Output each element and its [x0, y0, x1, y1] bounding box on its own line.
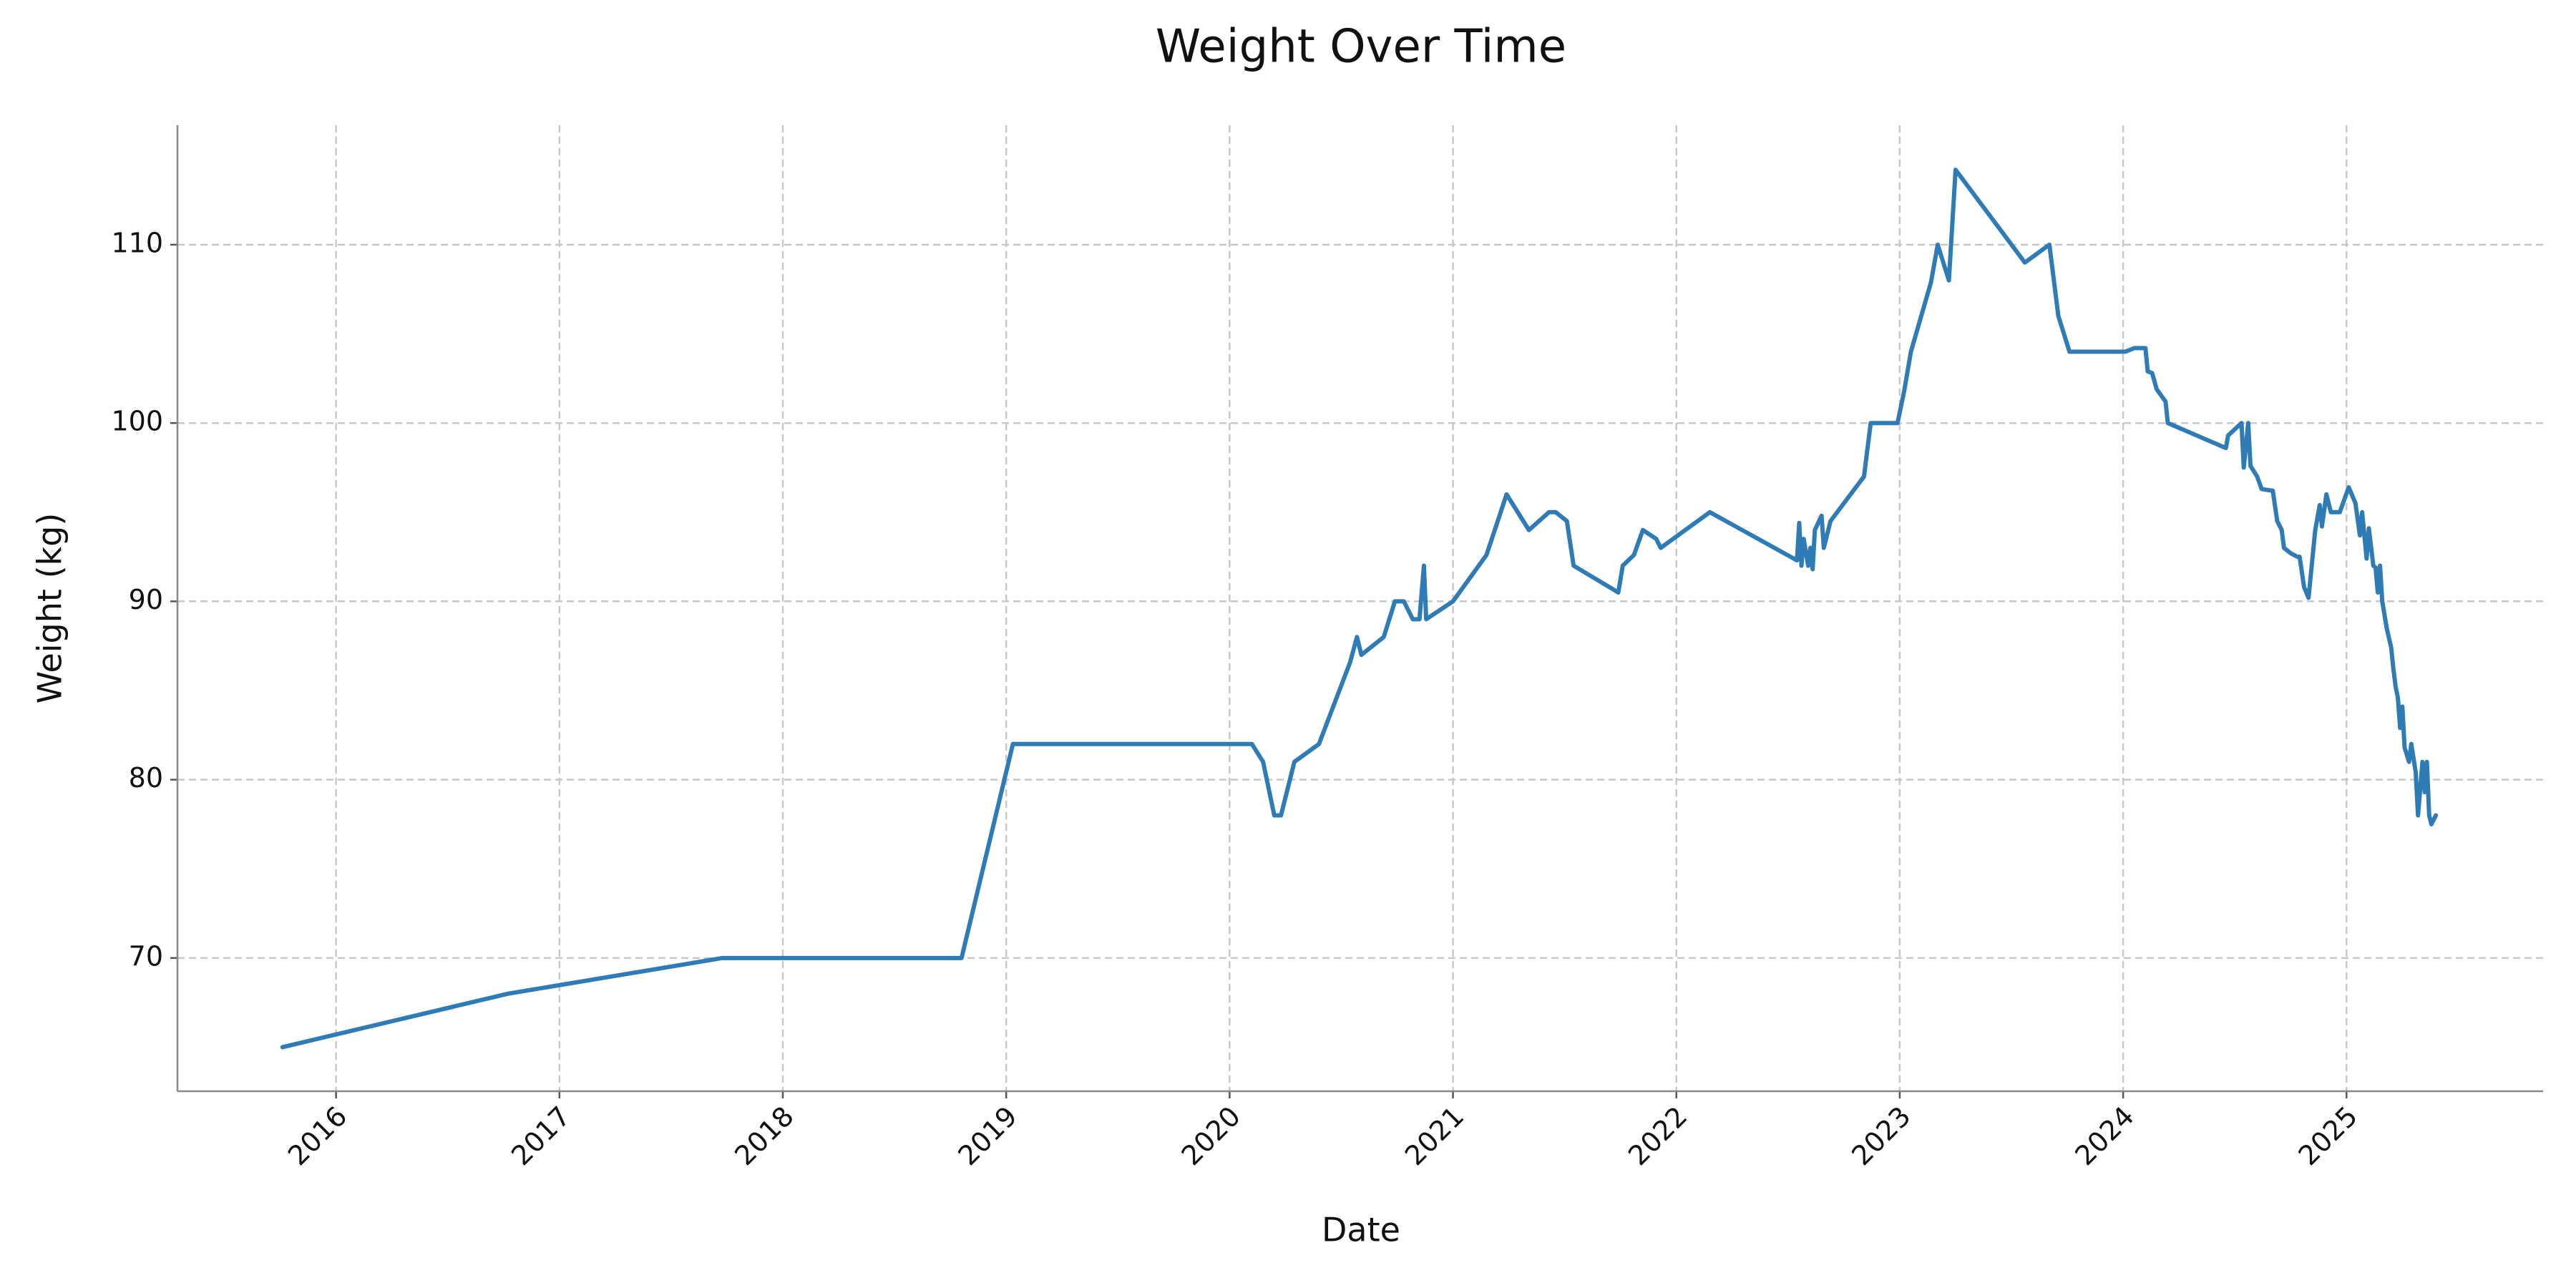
x-tick-label: 2021 — [1399, 1101, 1470, 1172]
x-tick-label: 2019 — [952, 1101, 1023, 1172]
y-tick-label: 80 — [129, 762, 163, 794]
x-tick-label: 2022 — [1622, 1101, 1694, 1172]
y-tick-label: 100 — [111, 406, 163, 437]
x-axis-label: Date — [1322, 1211, 1400, 1249]
x-tick-label: 2016 — [282, 1101, 353, 1172]
y-tick-label: 90 — [129, 584, 163, 615]
x-tick-label: 2023 — [1845, 1101, 1917, 1172]
weight-line — [280, 167, 2439, 1050]
x-tick-label: 2025 — [2293, 1101, 2364, 1172]
y-tick-label: 70 — [129, 940, 163, 972]
y-axis-label: Weight (kg) — [31, 513, 69, 704]
x-tick-label: 2018 — [728, 1101, 800, 1172]
y-tick-label: 110 — [111, 227, 163, 258]
x-tick-label: 2017 — [505, 1101, 577, 1172]
x-tick-label: 2020 — [1176, 1101, 1247, 1172]
x-tick-label: 2024 — [2069, 1101, 2140, 1172]
chart-title: Weight Over Time — [1156, 21, 1566, 74]
